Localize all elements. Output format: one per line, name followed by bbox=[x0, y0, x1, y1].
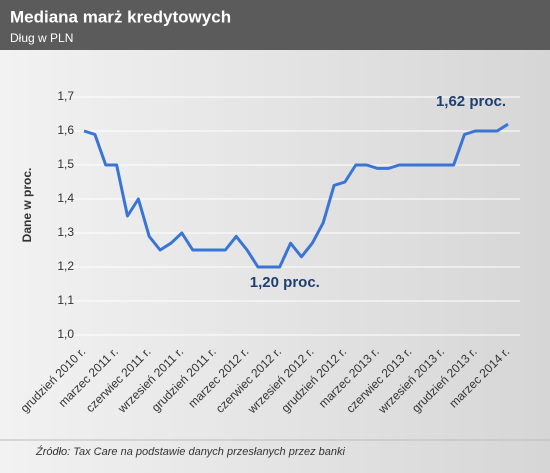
chart-title: Mediana marż kredytowych bbox=[10, 7, 231, 26]
y-tick-label: 1,2 bbox=[57, 259, 74, 273]
y-tick-label: 1,0 bbox=[57, 327, 74, 341]
y-tick-label: 1,3 bbox=[57, 225, 74, 239]
y-tick-label: 1,4 bbox=[57, 191, 74, 205]
source: Źródło: Tax Care na podstawie danych prz… bbox=[35, 445, 346, 458]
y-tick-label: 1,6 bbox=[57, 123, 74, 137]
y-tick-label: 1,5 bbox=[57, 157, 74, 171]
annotation: 1,20 proc. bbox=[250, 274, 320, 291]
y-tick-label: 1,1 bbox=[57, 293, 74, 307]
line-series bbox=[83, 122, 509, 269]
y-tick-label: 1,7 bbox=[57, 89, 74, 103]
annotation: 1,62 proc. bbox=[436, 93, 506, 110]
y-axis-label: Dane w proc. bbox=[20, 168, 34, 243]
header bbox=[0, 0, 550, 50]
chart-subtitle: Dług w PLN bbox=[10, 31, 73, 45]
